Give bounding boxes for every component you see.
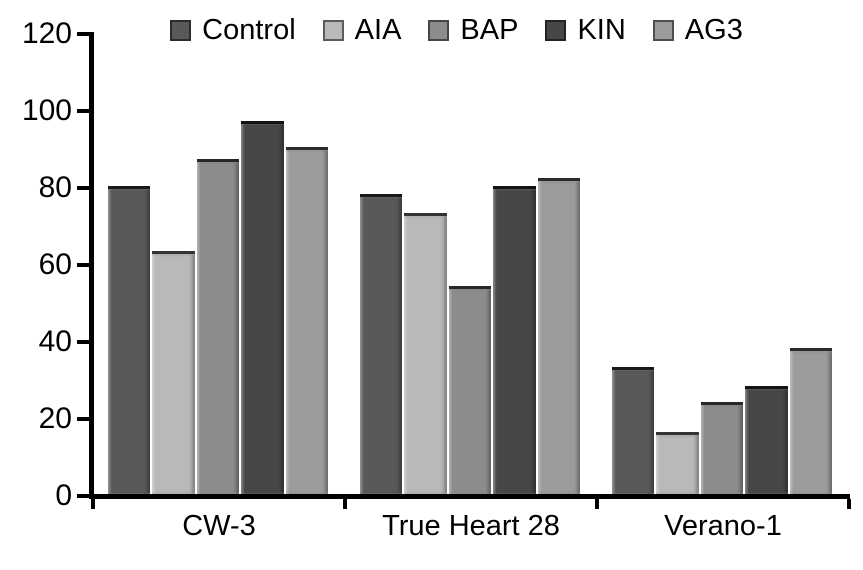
- bar-ag3-true-heart-28: [537, 178, 581, 494]
- bar-kin-verano-1: [745, 386, 788, 494]
- x-axis-tick: [91, 499, 95, 509]
- bar-aia-true-heart-28: [404, 213, 447, 494]
- legend-swatch-icon: [322, 20, 344, 41]
- x-axis-tick: [847, 499, 851, 509]
- bar-aia-verano-1: [656, 432, 699, 494]
- y-axis-tick: [77, 186, 90, 190]
- y-axis-line: [89, 32, 94, 499]
- y-axis-tick: [77, 109, 90, 113]
- x-axis-tick: [595, 499, 599, 509]
- y-axis-tick-label: 80: [38, 171, 72, 204]
- x-axis-tick: [343, 499, 347, 509]
- x-axis-category-label: True Heart 28: [382, 510, 560, 542]
- y-axis-tick: [77, 340, 90, 344]
- bar-control-true-heart-28: [360, 194, 403, 494]
- bar-bap-true-heart-28: [448, 286, 492, 494]
- legend-item-ag3: AG3: [652, 14, 743, 46]
- bar-control-verano-1: [612, 367, 655, 494]
- legend-item-aia: AIA: [322, 14, 402, 46]
- legend-swatch-icon: [170, 20, 192, 41]
- bar-control-cw-3: [108, 186, 151, 494]
- y-axis-tick: [77, 263, 90, 267]
- bar-kin-cw-3: [241, 121, 284, 494]
- bar-bap-verano-1: [700, 402, 744, 494]
- bar-group-cw-3: [108, 0, 329, 494]
- y-axis-tick: [77, 494, 90, 498]
- y-axis-tick-label: 100: [21, 94, 72, 127]
- x-axis-line: [89, 494, 850, 499]
- legend-item-bap: BAP: [428, 16, 518, 45]
- bar-group-verano-1: [612, 0, 833, 494]
- y-axis-tick-label: 40: [38, 325, 72, 358]
- legend-label: KIN: [577, 14, 626, 46]
- y-axis-tick: [77, 32, 90, 36]
- y-axis-tick-label: 60: [38, 248, 72, 281]
- bar-ag3-cw-3: [285, 147, 329, 494]
- y-axis-tick-label: 0: [55, 479, 72, 512]
- legend-label: AG3: [684, 14, 743, 46]
- legend-label: AIA: [354, 14, 402, 46]
- legend-item-kin: KIN: [545, 14, 626, 46]
- bar-ag3-verano-1: [789, 348, 833, 494]
- chart-legend: Control AIA BAP KIN AG3: [0, 16, 863, 45]
- bar-group-true-heart-28: [360, 0, 581, 494]
- legend-label: BAP: [460, 14, 519, 46]
- legend-swatch-icon: [545, 20, 567, 41]
- y-axis-tick-label: 20: [38, 402, 72, 435]
- y-axis-tick-label: 120: [21, 17, 72, 50]
- legend-label: Control: [202, 14, 296, 46]
- y-axis-tick: [77, 417, 90, 421]
- legend-swatch-icon: [652, 20, 674, 41]
- bar-aia-cw-3: [152, 251, 195, 494]
- legend-item-control: Control: [170, 16, 296, 45]
- bar-bap-cw-3: [196, 159, 240, 494]
- bar-kin-true-heart-28: [493, 186, 536, 494]
- legend-swatch-icon: [428, 20, 450, 41]
- x-axis-category-label: CW-3: [182, 510, 256, 542]
- x-axis-category-label: Verano-1: [664, 510, 782, 542]
